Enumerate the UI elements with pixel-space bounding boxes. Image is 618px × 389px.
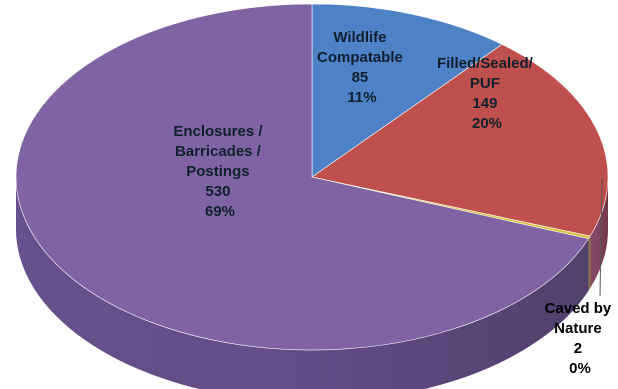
pie-slice-3	[15, 3, 589, 351]
slice-label-filled: Filled/Sealed/ PUF 149 20%	[437, 55, 537, 132]
pie-sides	[16, 177, 608, 389]
slice-label-caved: Caved by Nature 2 0%	[545, 300, 616, 377]
pie-side-shade-3	[16, 177, 589, 389]
pie-side-shade-1	[590, 177, 608, 289]
slice-label-wildlife: Wildlife Compatable 85 11%	[317, 29, 407, 106]
leader-line-caved	[599, 177, 603, 297]
slice-label-enclosures: Enclosures / Barricades / Postings 530 6…	[173, 123, 266, 220]
pie-side-shade-2	[588, 236, 591, 291]
pie-slices	[15, 3, 609, 351]
pie-slice-0	[311, 3, 503, 178]
